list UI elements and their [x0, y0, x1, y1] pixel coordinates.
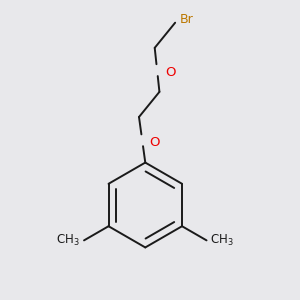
- Text: O: O: [149, 136, 160, 148]
- Text: CH$_3$: CH$_3$: [56, 233, 80, 248]
- Text: O: O: [165, 67, 176, 80]
- Text: Br: Br: [180, 13, 194, 26]
- Text: CH$_3$: CH$_3$: [211, 233, 234, 248]
